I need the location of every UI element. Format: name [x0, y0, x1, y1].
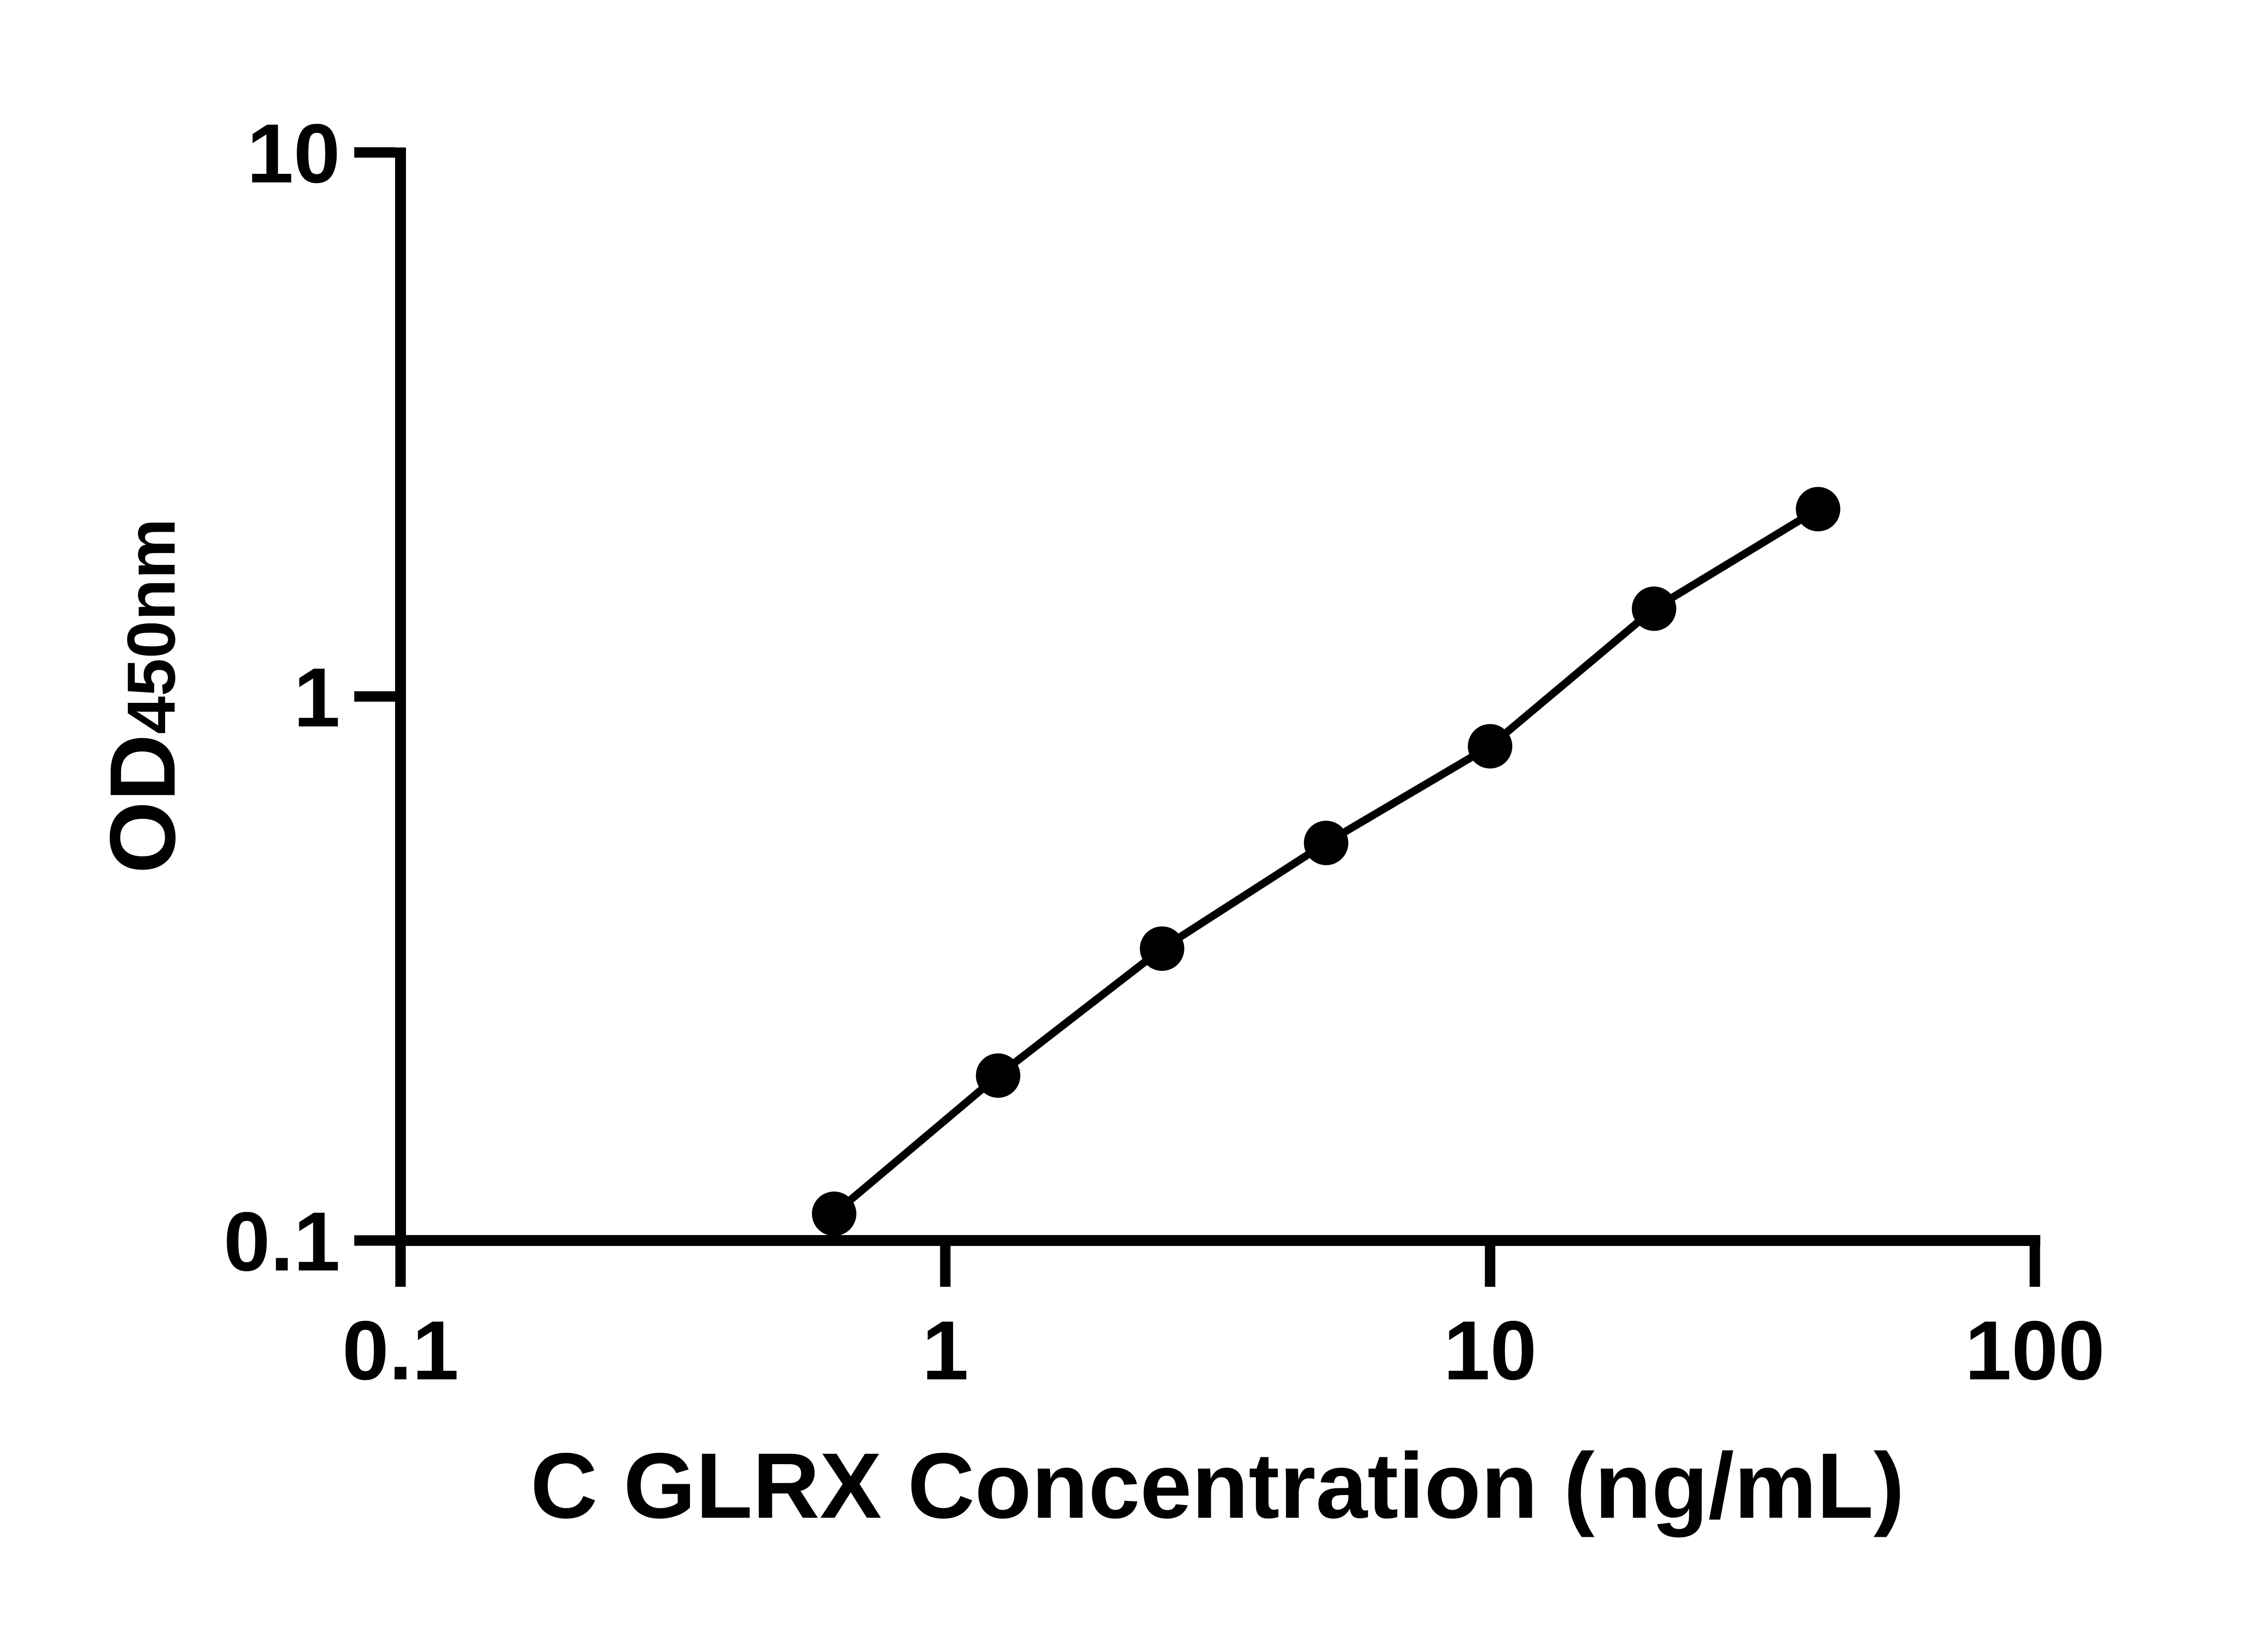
- data-point: [1304, 820, 1349, 865]
- data-point: [976, 1053, 1021, 1098]
- data-point: [1796, 487, 1841, 532]
- x-tick-label: 10: [1443, 1304, 1537, 1398]
- x-tick-label: 100: [1965, 1304, 2105, 1398]
- data-point: [1632, 586, 1677, 631]
- y-axis-title: OD450nm: [91, 519, 195, 874]
- y-tick-label: 1: [293, 651, 340, 745]
- y-tick-label: 10: [247, 107, 340, 201]
- series-layer: [811, 487, 1841, 1236]
- data-point: [811, 1192, 856, 1236]
- x-tick-label: 1: [922, 1304, 969, 1398]
- x-tick-label: 0.1: [342, 1304, 459, 1398]
- y-axis-title-main: OD: [91, 734, 195, 874]
- axes-layer: 0.1 1 10 0.1 1 10 100: [224, 107, 2105, 1398]
- data-point: [1139, 926, 1184, 971]
- y-axis-title-subscript: 450nm: [113, 519, 189, 734]
- data-point: [1468, 724, 1512, 769]
- y-tick-label: 0.1: [224, 1195, 340, 1289]
- x-axis-title: C GLRX Concentration (ng/mL): [530, 1434, 1904, 1538]
